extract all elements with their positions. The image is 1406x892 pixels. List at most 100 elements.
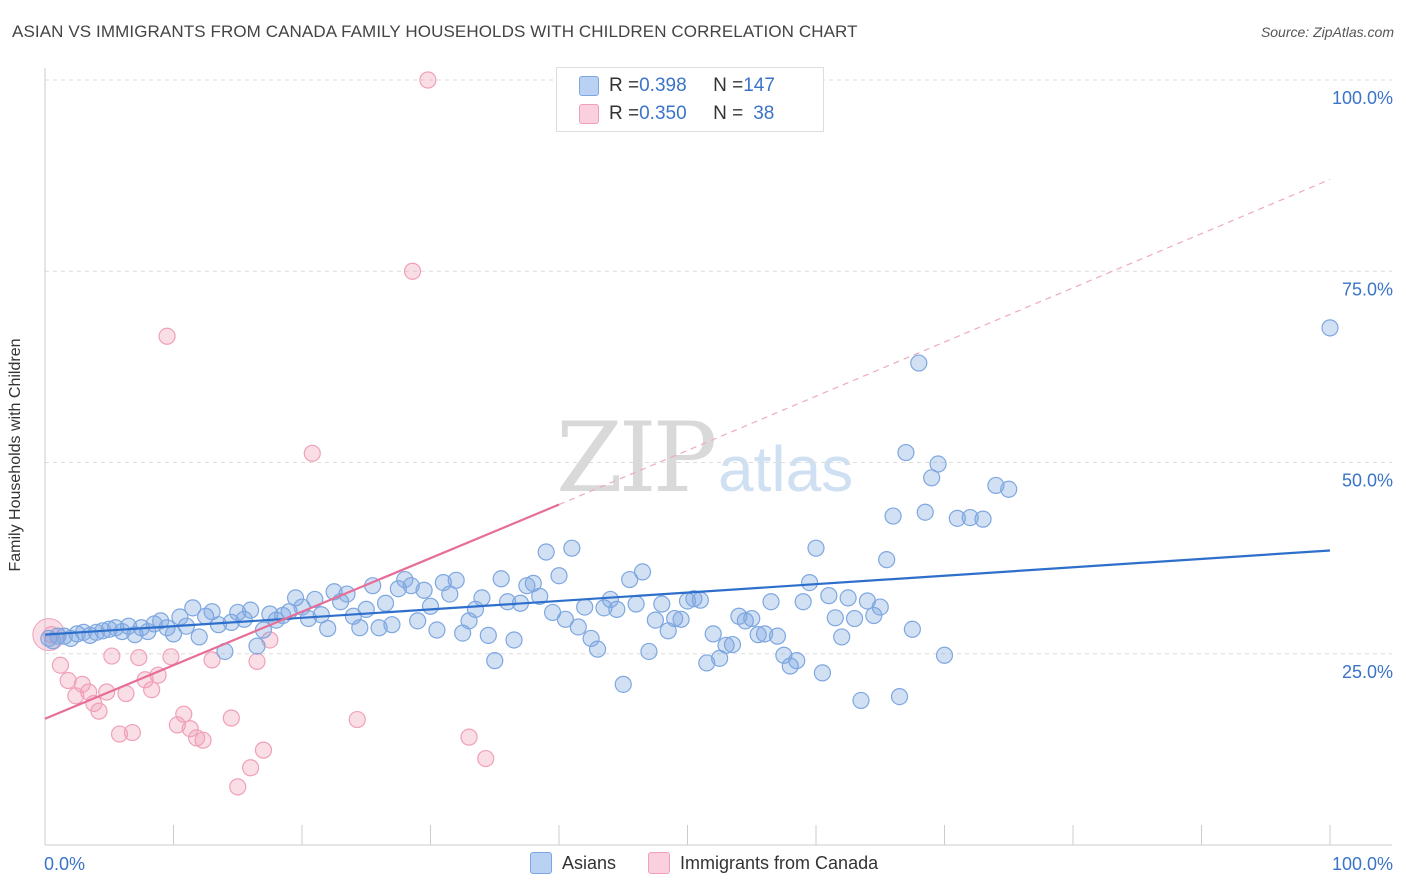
asians-point	[878, 551, 896, 569]
canada-point	[348, 710, 366, 729]
canada-point	[254, 741, 273, 759]
asians-point	[807, 539, 825, 557]
asians-trend-line	[44, 549, 1331, 636]
asians-point	[531, 587, 549, 605]
asians-point	[788, 652, 806, 670]
canada-r-label: R =	[609, 103, 640, 124]
canada-trend-extension	[558, 178, 1331, 506]
canada-point	[175, 705, 193, 723]
asians-point	[903, 620, 921, 638]
asians-point	[556, 610, 575, 628]
canada-n-value: 38	[753, 103, 775, 124]
x-tick-label-max: 100.0%	[1332, 854, 1393, 874]
watermark-atlas: atlas	[718, 433, 854, 505]
asians-point	[820, 587, 838, 605]
asians-legend-label: Asians	[562, 852, 617, 873]
asians-point	[627, 595, 645, 613]
asians-point	[248, 637, 266, 655]
asians-point	[1321, 319, 1339, 337]
asians-point	[261, 605, 279, 623]
asians-point	[813, 664, 832, 682]
canada-point	[162, 648, 180, 666]
watermark-zip: ZIP	[556, 402, 717, 514]
canada-point	[59, 671, 77, 690]
asians-point	[826, 609, 844, 627]
asians-point	[569, 618, 587, 636]
asians-point	[49, 627, 67, 645]
asians-n-value: 147	[743, 75, 775, 96]
asians-point	[492, 570, 510, 588]
asians-point	[897, 443, 915, 462]
asians-points	[40, 319, 1339, 710]
asians-point	[640, 642, 658, 661]
asians-point	[698, 654, 716, 672]
canada-r-value: 0.350	[639, 103, 687, 124]
canada-point	[158, 327, 176, 345]
asians-point	[974, 510, 992, 528]
asians-point	[312, 606, 330, 624]
asians-point	[672, 610, 690, 628]
canada-point	[242, 759, 260, 777]
asians-point	[229, 603, 247, 622]
chart-title: ASIAN VS IMMIGRANTS FROM CANADA FAMILY H…	[12, 22, 858, 41]
asians-point	[415, 581, 433, 599]
asians-point	[486, 652, 504, 670]
canada-point	[130, 648, 148, 667]
asians-point	[916, 503, 934, 521]
asians-point	[948, 509, 966, 527]
asians-point	[402, 577, 420, 595]
asians-point	[152, 612, 170, 630]
canada-point	[229, 778, 247, 796]
canada-point	[477, 749, 495, 768]
asians-point	[845, 609, 864, 628]
asians-point	[550, 567, 568, 585]
canada-points	[32, 71, 495, 796]
y-tick-label: 50.0%	[1342, 471, 1393, 491]
asians-point	[890, 687, 909, 706]
asians-point	[351, 619, 369, 637]
asians-r-label: R =	[609, 75, 640, 96]
asians-point	[184, 599, 202, 617]
asians-point	[800, 574, 819, 592]
asians-point	[319, 619, 337, 638]
asians-point	[190, 628, 208, 646]
canada-point	[168, 716, 186, 734]
asians-point	[242, 601, 260, 619]
asians-point	[582, 629, 600, 648]
canada-point	[123, 723, 141, 742]
asians-point	[794, 593, 812, 611]
asians-point	[576, 598, 594, 616]
asians-point	[473, 589, 491, 607]
asians-point	[929, 455, 947, 473]
axes	[44, 68, 1392, 846]
asians-point	[1000, 480, 1018, 498]
canada-point	[203, 651, 221, 669]
grid-lines	[45, 79, 1392, 655]
asians-point	[755, 625, 774, 643]
asians-point	[646, 611, 664, 629]
asians-point	[601, 590, 620, 609]
canada-n-label: N =	[713, 103, 744, 124]
asians-point	[421, 597, 440, 615]
asians-point	[479, 626, 497, 644]
asians-point	[633, 563, 652, 581]
asians-point	[588, 640, 607, 658]
asians-r-value: 0.398	[639, 75, 687, 96]
canada-point	[248, 652, 266, 671]
asians-point	[499, 593, 517, 611]
asians-point	[409, 612, 427, 630]
canada-point	[110, 725, 129, 743]
asians-point	[839, 589, 857, 607]
canada-legend-label: Immigrants from Canada	[680, 852, 879, 873]
asians-point	[441, 585, 459, 603]
asians-point	[685, 590, 703, 608]
asians-point	[923, 469, 941, 487]
asians-point	[768, 627, 787, 645]
trend-lines	[44, 178, 1331, 720]
tick-labels: 25.0% 50.0% 75.0% 100.0% 0.0% 100.0%	[44, 88, 1393, 874]
asians-legend-swatch	[530, 852, 552, 874]
asians-swatch	[579, 76, 599, 96]
asians-point	[614, 675, 632, 693]
asians-point	[286, 589, 305, 607]
